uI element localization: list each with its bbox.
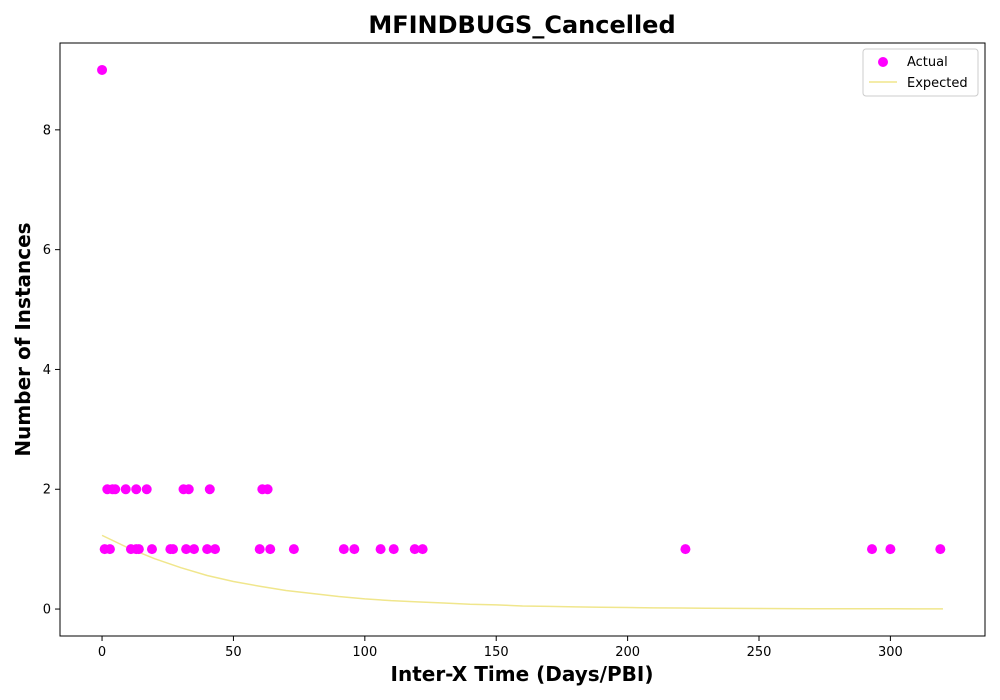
x-tick-label: 200 [615, 645, 640, 660]
actual-point [97, 64, 108, 75]
actual-point [409, 544, 420, 555]
actual-point [388, 544, 399, 555]
expected-line [101, 534, 943, 610]
y-axis: 0 2 4 6 8 [43, 123, 60, 618]
actual-point [680, 544, 691, 555]
chart-title: MFINDBUGS_Cancelled [368, 11, 675, 39]
x-tick-label: 300 [878, 645, 903, 660]
y-tick-label: 0 [43, 603, 51, 618]
actual-point [168, 544, 178, 555]
x-axis-label: Inter-X Time (Days/PBI) [391, 662, 654, 686]
legend: Actual Expected [862, 48, 979, 97]
legend-expected-label: Expected [907, 76, 968, 91]
x-tick-label: 100 [352, 645, 377, 660]
x-tick-label: 250 [747, 645, 772, 660]
plot-area [97, 64, 946, 610]
x-tick-label: 50 [225, 645, 242, 660]
x-axis: 0 50 100 150 200 250 300 [98, 636, 903, 660]
actual-point [189, 544, 200, 555]
expected-series [101, 534, 943, 610]
actual-point [202, 544, 213, 555]
actual-point [210, 544, 221, 555]
actual-point [349, 544, 360, 555]
y-tick-label: 6 [43, 243, 51, 258]
actual-series [97, 64, 946, 555]
actual-point [141, 484, 152, 495]
x-tick-label: 150 [484, 645, 509, 660]
legend-actual-marker [878, 57, 888, 67]
actual-point [262, 484, 273, 495]
y-tick-label: 8 [43, 123, 51, 138]
actual-point [885, 544, 896, 555]
y-tick-label: 2 [43, 483, 51, 498]
actual-point [104, 544, 115, 555]
actual-point [120, 484, 131, 495]
actual-point [417, 544, 428, 555]
plot-frame [59, 42, 986, 637]
actual-point [204, 484, 215, 495]
actual-point [131, 484, 142, 495]
legend-actual-label: Actual [907, 55, 948, 70]
actual-point [146, 544, 157, 555]
actual-point [867, 544, 877, 555]
actual-point [183, 484, 194, 495]
actual-point [375, 544, 386, 555]
actual-point [935, 544, 946, 555]
actual-point [133, 544, 144, 555]
actual-point [110, 484, 121, 495]
y-tick-label: 4 [43, 363, 51, 378]
actual-point [338, 544, 349, 555]
x-tick-label: 0 [98, 645, 106, 660]
actual-point [181, 544, 192, 555]
actual-point [254, 544, 265, 555]
legend-box [862, 48, 979, 97]
actual-point [265, 544, 276, 555]
actual-point [288, 544, 299, 555]
y-axis-label: Number of Instances [11, 222, 35, 456]
